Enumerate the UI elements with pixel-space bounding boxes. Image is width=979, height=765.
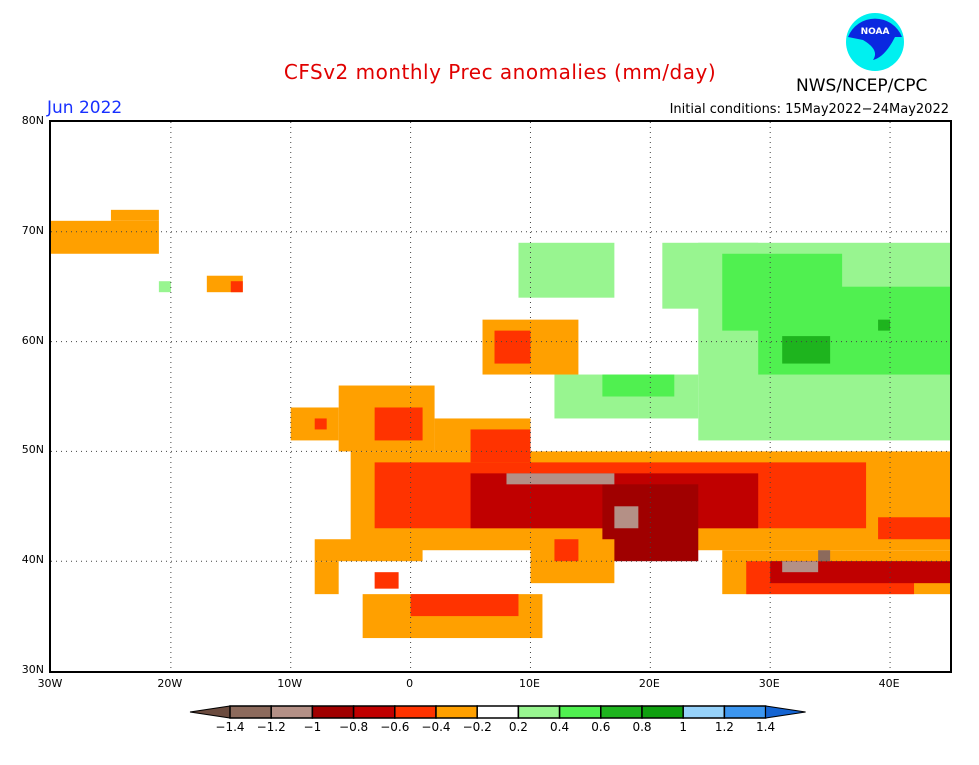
anomaly-cell bbox=[110, 209, 159, 221]
colorbar-label: 1 bbox=[679, 720, 687, 734]
longitude-label: 0 bbox=[406, 677, 414, 690]
latitude-label: 80N bbox=[21, 114, 44, 127]
colorbar-swatch bbox=[394, 705, 437, 719]
colorbar-swatch bbox=[682, 705, 726, 719]
colorbar-label: 0.2 bbox=[508, 720, 528, 734]
anomaly-cell bbox=[314, 539, 423, 562]
longitude-label: 20E bbox=[638, 677, 660, 690]
colorbar-swatch bbox=[517, 705, 561, 719]
colorbar-swatch bbox=[352, 705, 396, 719]
noaa-logo-icon: NOAA bbox=[846, 13, 904, 71]
anomaly-cell bbox=[494, 330, 531, 364]
colorbar-label: −0.6 bbox=[380, 720, 410, 734]
anomaly-cell bbox=[554, 539, 579, 562]
colorbar-swatch bbox=[600, 705, 643, 719]
anomaly-cell bbox=[506, 473, 615, 485]
initial-conditions: Initial conditions: 15May2022−24May2022 bbox=[669, 102, 949, 117]
anomaly-cell bbox=[518, 242, 615, 298]
colorbar-label: 0.4 bbox=[550, 720, 570, 734]
colorbar-swatch bbox=[641, 705, 684, 719]
colorbar-label: 1.4 bbox=[756, 720, 776, 734]
colorbar-swatch bbox=[435, 705, 478, 719]
forecast-month: Jun 2022 bbox=[47, 98, 123, 118]
longitude-label: 30E bbox=[758, 677, 780, 690]
colorbar-label: −0.4 bbox=[421, 720, 451, 734]
longitude-label: 20W bbox=[157, 677, 183, 690]
colorbar-swatch bbox=[311, 705, 355, 719]
colorbar-label: −1.4 bbox=[215, 720, 245, 734]
latitude-label: 30N bbox=[21, 663, 44, 676]
latitude-label: 40N bbox=[21, 553, 44, 567]
anomaly-cell bbox=[878, 319, 891, 331]
colorbar-label: −1.2 bbox=[256, 720, 286, 734]
colorbar-label: −0.2 bbox=[462, 720, 492, 734]
anomaly-cell bbox=[782, 561, 819, 573]
anomaly-cell bbox=[410, 594, 519, 617]
map-panel bbox=[49, 120, 952, 673]
longitude-label: 10E bbox=[518, 677, 540, 690]
anomaly-cell bbox=[614, 506, 639, 529]
colorbar-label: 1.2 bbox=[714, 720, 734, 734]
longitude-label: 30W bbox=[37, 677, 63, 690]
anomaly-map bbox=[51, 122, 950, 671]
colorbar-label: 0.6 bbox=[591, 720, 611, 734]
latitude-label: 50N bbox=[21, 443, 44, 457]
anomaly-cell bbox=[602, 374, 675, 397]
colorbar-swatch bbox=[476, 705, 520, 719]
longitude-label: 40E bbox=[878, 677, 900, 690]
colorbar-swatch bbox=[229, 705, 272, 719]
colorbar-low-arrow bbox=[189, 705, 231, 719]
colorbar-swatch bbox=[558, 705, 602, 719]
colorbar-label: −0.8 bbox=[339, 720, 369, 734]
anomaly-cell bbox=[470, 429, 531, 463]
anomaly-cell bbox=[314, 418, 327, 430]
latitude-label: 60N bbox=[21, 333, 44, 347]
colorbar bbox=[189, 705, 806, 719]
anomaly-cell bbox=[818, 550, 831, 562]
colorbar-swatch bbox=[270, 705, 314, 719]
colorbar-high-arrow bbox=[765, 705, 806, 719]
anomaly-cell bbox=[878, 517, 950, 540]
longitude-label: 10W bbox=[277, 677, 303, 690]
anomaly-cell bbox=[314, 561, 339, 595]
colorbar-label: 0.8 bbox=[632, 720, 652, 734]
svg-text:NOAA: NOAA bbox=[861, 27, 890, 37]
anomaly-cell bbox=[158, 281, 171, 293]
colorbar-swatch bbox=[723, 705, 767, 719]
colorbar-label: −1 bbox=[303, 720, 322, 734]
anomaly-cell bbox=[51, 220, 159, 254]
anomaly-cell bbox=[374, 572, 399, 589]
latitude-label: 70N bbox=[21, 223, 44, 237]
chart-title: CFSv2 monthly Prec anomalies (mm/day) bbox=[283, 60, 717, 84]
anomaly-cell bbox=[782, 336, 831, 364]
organization-label: NWS/NCEP/CPC bbox=[796, 76, 928, 96]
anomaly-cell bbox=[230, 281, 243, 293]
anomaly-cell bbox=[374, 407, 423, 441]
